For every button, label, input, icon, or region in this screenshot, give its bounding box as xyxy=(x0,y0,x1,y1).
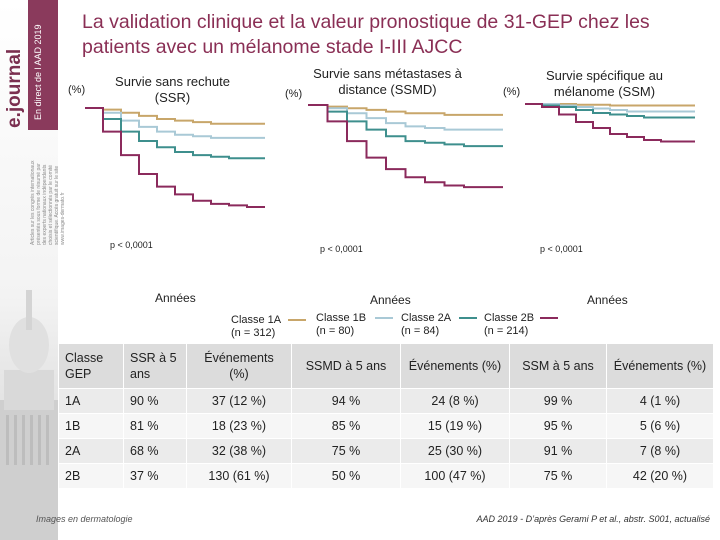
header-ssm: SSM à 5 ans xyxy=(509,343,607,389)
sidebar-band xyxy=(28,0,58,130)
panel3-title: Survie spécifique au mélanome (SSM) xyxy=(545,68,664,99)
cell-events-ssm: 5 (6 %) xyxy=(606,413,714,439)
cell-events-ssr: 130 (61 %) xyxy=(186,463,292,489)
header-ssmd: SSMD à 5 ans xyxy=(291,343,401,389)
footer-source-journal: Images en dermatologie xyxy=(36,514,133,524)
slide-title: La validation clinique et la valeur pron… xyxy=(82,11,650,58)
cell-events-ssmd: 25 (30 %) xyxy=(400,438,510,464)
panel2-title: Survie sans métastases à distance (SSMD) xyxy=(313,66,462,97)
cell-ssmd: 94 % xyxy=(291,388,401,414)
cell-events-ssr: 37 (12 %) xyxy=(186,388,292,414)
cell-ssmd: 75 % xyxy=(291,438,401,464)
cell-events-ssr: 18 (23 %) xyxy=(186,413,292,439)
cell-ssmd: 85 % xyxy=(291,413,401,439)
cell-events-ssm: 42 (20 %) xyxy=(606,463,714,489)
sidebar-fine-print-6: www.images-dermato.fr xyxy=(60,192,66,245)
table-header-row: Classe GEP SSR à 5 ans Événements (%) SS… xyxy=(58,343,714,389)
legend-line-2a xyxy=(459,317,477,319)
header-ssr: SSR à 5 ans xyxy=(123,343,187,389)
panel3-series-2a xyxy=(525,103,695,119)
legend-line-1a xyxy=(288,319,306,321)
panel1-x-label: Années xyxy=(155,291,196,305)
panel3-x-label: Années xyxy=(587,293,628,307)
cell-class: 2B xyxy=(58,463,124,489)
panel2-x-label: Années xyxy=(370,293,411,307)
panel2-series-1b xyxy=(308,104,503,131)
header-classe-gep: Classe GEP xyxy=(58,343,124,389)
table-row: 1B 81 % 18 (23 %) 85 % 15 (19 %) 95 % 5 … xyxy=(58,413,714,439)
table-row: 1A 90 % 37 (12 %) 94 % 24 (8 %) 99 % 4 (… xyxy=(58,388,714,414)
cell-ssmd: 50 % xyxy=(291,463,401,489)
legend-line-2b xyxy=(540,317,558,319)
panel2-chart xyxy=(308,104,503,189)
cell-ssm: 99 % xyxy=(509,388,607,414)
cell-events-ssmd: 100 (47 %) xyxy=(400,463,510,489)
header-events-ssm: Événements (%) xyxy=(606,343,714,389)
panel3-series-2b xyxy=(525,103,695,143)
panel3-chart xyxy=(525,103,695,143)
panel2-p-value: p < 0,0001 xyxy=(320,244,363,254)
cell-ssr: 68 % xyxy=(123,438,187,464)
cell-class: 1A xyxy=(58,388,124,414)
header-events-ssr: Événements (%) xyxy=(186,343,292,389)
panel1-series-2b xyxy=(85,107,265,208)
legend-label-2a: Classe 2A (n = 84) xyxy=(401,312,452,337)
legend-item-1a: Classe 1A (n = 312) xyxy=(231,314,281,340)
header-events-ssmd: Événements (%) xyxy=(400,343,510,389)
sidebar: e.journal En direct de l AAD 2019 Articl… xyxy=(0,0,66,540)
panel2-series-2b xyxy=(308,104,503,189)
cell-class: 1B xyxy=(58,413,124,439)
legend-item-1b: Classe 1B (n = 80) xyxy=(316,312,366,338)
cell-events-ssm: 7 (8 %) xyxy=(606,438,714,464)
legend-item-2b: Classe 2B (n = 214) xyxy=(484,312,534,338)
cell-ssr: 37 % xyxy=(123,463,187,489)
panel1-series-1a xyxy=(85,107,265,125)
footer-citation: AAD 2019 - D’après Gerami P et al., abst… xyxy=(476,514,710,524)
cell-events-ssmd: 15 (19 %) xyxy=(400,413,510,439)
panel1-chart xyxy=(85,107,265,208)
results-table: Classe GEP SSR à 5 ans Événements (%) SS… xyxy=(58,343,714,489)
panel2-series-2a xyxy=(308,104,503,148)
panel1-series-1b xyxy=(85,107,265,139)
capitol-illustration xyxy=(0,290,58,540)
sidebar-subtitle: En direct de l AAD 2019 xyxy=(33,24,43,120)
panel1-y-label: (%) xyxy=(68,84,86,96)
cell-events-ssm: 4 (1 %) xyxy=(606,388,714,414)
table-row: 2B 37 % 130 (61 %) 50 % 100 (47 %) 75 % … xyxy=(58,463,714,489)
panel3-y-label: (%) xyxy=(503,86,521,98)
cell-events-ssr: 32 (38 %) xyxy=(186,438,292,464)
cell-ssr: 90 % xyxy=(123,388,187,414)
legend-label-1b: Classe 1B (n = 80) xyxy=(316,312,367,337)
panel1-title: Survie sans rechute (SSR) xyxy=(115,74,230,105)
panel3-p-value: p < 0,0001 xyxy=(540,244,583,254)
panel1-series-2a xyxy=(85,107,265,160)
cell-class: 2A xyxy=(58,438,124,464)
table-row: 2A 68 % 32 (38 %) 75 % 25 (30 %) 91 % 7 … xyxy=(58,438,714,464)
legend-label-1a: Classe 1A (n = 312) xyxy=(231,314,282,339)
panel2-series-1a xyxy=(308,104,503,116)
panel2-y-label: (%) xyxy=(285,88,303,100)
cell-ssm: 75 % xyxy=(509,463,607,489)
cell-ssm: 91 % xyxy=(509,438,607,464)
legend-label-2b: Classe 2B (n = 214) xyxy=(484,312,535,337)
cell-ssr: 81 % xyxy=(123,413,187,439)
journal-logo: e.journal xyxy=(4,48,25,128)
legend-line-1b xyxy=(375,317,393,319)
cell-ssm: 95 % xyxy=(509,413,607,439)
legend-item-2a: Classe 2A (n = 84) xyxy=(401,312,451,338)
cell-events-ssmd: 24 (8 %) xyxy=(400,388,510,414)
panel1-p-value: p < 0,0001 xyxy=(110,240,153,250)
